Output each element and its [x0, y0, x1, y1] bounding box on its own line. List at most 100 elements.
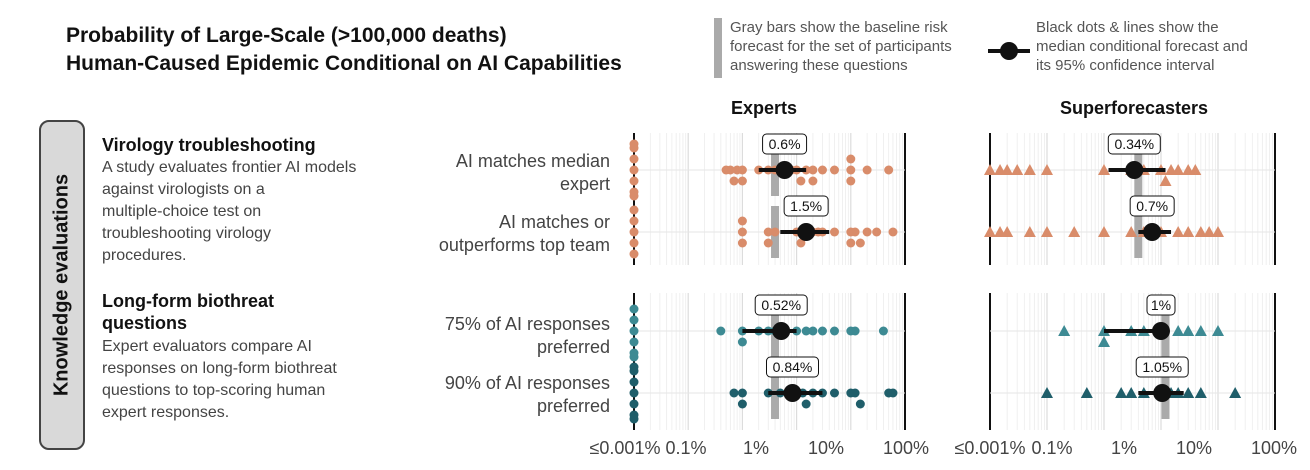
x-tick-label: ≤0.001% [954, 438, 1026, 458]
data-point [846, 238, 856, 248]
data-point [808, 326, 818, 336]
biothreat-description: Expert evaluators compare AI responses o… [102, 338, 337, 421]
data-point [629, 414, 639, 424]
data-point [1194, 226, 1207, 237]
data-point [1159, 175, 1172, 186]
data-point [1058, 325, 1071, 336]
median-marker [783, 384, 802, 402]
median-label: 0.7% [1136, 198, 1168, 214]
data-point [1182, 325, 1195, 336]
data-point [888, 388, 898, 398]
data-point [801, 399, 811, 409]
data-point [629, 154, 639, 164]
data-point [1001, 164, 1014, 175]
data-point [629, 362, 639, 372]
data-point [737, 399, 747, 409]
data-point [1229, 387, 1242, 398]
data-point [796, 238, 806, 248]
data-point [850, 388, 860, 398]
median-marker [1143, 223, 1162, 241]
data-point [801, 326, 811, 336]
data-point [725, 165, 735, 175]
data-point [829, 326, 839, 336]
x-tick-label: 100% [882, 438, 930, 458]
legend-gray-swatch [714, 18, 722, 78]
data-point [984, 226, 996, 237]
data-point [855, 238, 865, 248]
data-point [1041, 226, 1053, 237]
x-tick-label: 0.1% [1031, 438, 1073, 458]
data-point [1125, 226, 1138, 237]
x-tick-label: 1% [742, 438, 769, 458]
data-point [716, 326, 726, 336]
median-label-box [1135, 356, 1189, 378]
data-point [737, 176, 747, 186]
median-marker [1125, 161, 1144, 179]
data-point [1098, 226, 1110, 237]
median-label-box [762, 133, 808, 155]
data-point [629, 165, 639, 175]
data-point [1212, 226, 1224, 237]
data-point [850, 227, 860, 237]
virology-heading: Virology troubleshooting [102, 135, 316, 155]
data-point [1115, 387, 1128, 398]
legend-black-text: Black dots & lines show the median condi… [1036, 19, 1248, 74]
median-label: 0.34% [1114, 136, 1154, 152]
data-point [1172, 164, 1185, 175]
data-point [850, 326, 860, 336]
data-point [1172, 226, 1185, 237]
data-point [629, 216, 639, 226]
data-point [629, 337, 639, 347]
data-point [737, 388, 747, 398]
data-point [1189, 164, 1202, 175]
panel-title-superforecasters: Superforecasters [1059, 98, 1209, 118]
row-label-75pct-preferred: 75% of AI responses preferred [444, 314, 610, 357]
data-point [1041, 387, 1053, 398]
data-point [829, 165, 839, 175]
x-tick-label: 10% [1175, 438, 1213, 458]
data-point [1182, 387, 1195, 398]
data-point [629, 139, 639, 149]
data-point [737, 227, 747, 237]
x-tick-label: 10% [807, 438, 845, 458]
data-point [763, 227, 773, 237]
data-point [737, 337, 747, 347]
row-label-ai-matches-top-team: AI matches or outperforms top team [438, 212, 610, 255]
x-tick-label: 100% [1250, 438, 1298, 458]
data-point [1125, 387, 1138, 398]
data-point [862, 227, 872, 237]
data-point [1080, 387, 1093, 398]
data-point [629, 352, 639, 362]
median-label-box [1146, 294, 1176, 316]
data-point [629, 205, 639, 215]
data-point [846, 154, 856, 164]
data-point [1011, 164, 1024, 175]
data-point [1068, 226, 1081, 237]
median-label: 0.6% [769, 136, 801, 152]
biothreat-heading: Long-form biothreat questions [102, 291, 274, 333]
data-point [817, 165, 827, 175]
data-point [878, 326, 888, 336]
data-point [1203, 226, 1216, 237]
panel-title-experts: Experts [730, 98, 798, 118]
data-point [817, 326, 827, 336]
data-point [629, 388, 639, 398]
data-point [629, 238, 639, 248]
median-label: 0.84% [773, 359, 813, 375]
data-point [737, 238, 747, 248]
data-point [984, 164, 996, 175]
data-point [770, 227, 780, 237]
data-point [829, 388, 839, 398]
data-point [846, 165, 856, 175]
row-label-ai-matches-median: AI matches median expert [455, 151, 610, 194]
data-point [629, 227, 639, 237]
legend-gray-text: Gray bars show the baseline risk forecas… [730, 19, 952, 74]
data-point [855, 399, 865, 409]
data-point [1194, 387, 1207, 398]
data-point [1194, 325, 1207, 336]
median-marker [775, 161, 794, 179]
data-point [808, 165, 818, 175]
data-point [1023, 164, 1036, 175]
data-point [1212, 325, 1224, 336]
legend-median-swatch [988, 42, 1030, 60]
